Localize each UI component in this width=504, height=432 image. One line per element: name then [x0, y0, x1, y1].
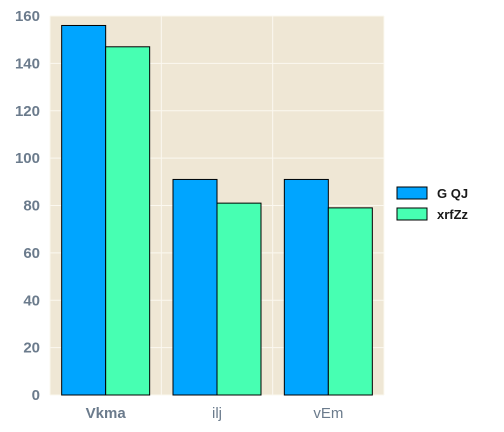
- y-tick-label: 120: [15, 103, 40, 120]
- y-tick-label: 140: [15, 55, 40, 72]
- y-tick-label: 20: [23, 340, 40, 357]
- x-tick-label: Vkma: [86, 405, 127, 422]
- bar-g-qj-vkma: [61, 24, 107, 396]
- legend: G QJ xrfZz: [396, 186, 469, 222]
- bar-g-qj-vem: [283, 178, 329, 396]
- bar-xrfzz-vkma: [105, 46, 151, 396]
- y-axis-ticks: 0 20 40 60 80 100 120 140 160: [15, 8, 40, 404]
- x-axis-ticks: Vkma ilj vEm: [86, 405, 344, 422]
- y-tick-label: 100: [15, 150, 40, 167]
- bar-g-qj-ilj: [172, 178, 218, 396]
- y-tick-label: 160: [15, 8, 40, 25]
- bars: [61, 24, 373, 396]
- bar-xrfzz-ilj: [216, 202, 262, 396]
- y-tick-label: 60: [23, 245, 40, 262]
- bar-xrfzz-vem: [327, 207, 373, 396]
- legend-label: xrfZz: [437, 207, 469, 222]
- y-tick-label: 40: [23, 292, 40, 309]
- y-tick-label: 80: [23, 198, 40, 215]
- legend-swatch: [396, 207, 428, 221]
- y-tick-label: 0: [32, 387, 40, 404]
- legend-swatch: [396, 186, 428, 200]
- x-tick-label: ilj: [212, 405, 222, 422]
- x-tick-label: vEm: [313, 405, 343, 422]
- legend-label: G QJ: [437, 186, 468, 201]
